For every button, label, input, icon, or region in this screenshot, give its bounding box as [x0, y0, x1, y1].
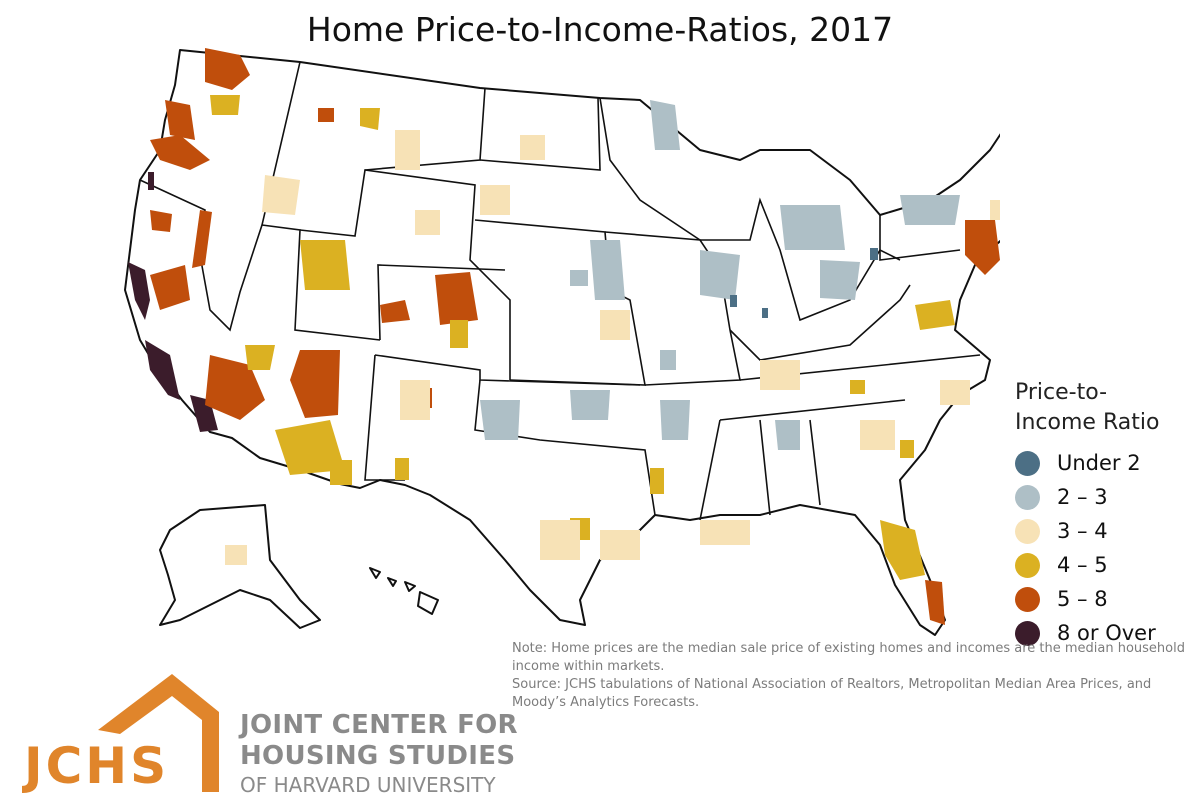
legend-item-5-8: 5 – 8 — [1015, 582, 1195, 616]
legend-swatch — [1015, 620, 1040, 646]
legend-item-under-2: Under 2 — [1015, 446, 1195, 480]
legend-swatch — [1015, 450, 1040, 476]
metro-region — [700, 250, 740, 300]
metro-region — [700, 520, 750, 545]
metro-region — [600, 310, 630, 340]
metro-region — [650, 468, 664, 494]
org-line2: HOUSING STUDIES — [240, 741, 516, 771]
legend-label: 3 – 4 — [1057, 519, 1108, 543]
legend-title-line2: Income Ratio — [1015, 410, 1160, 435]
metro-region — [275, 420, 345, 475]
metro-region — [262, 175, 300, 215]
metro-region — [660, 350, 676, 370]
legend: Price-to- Income Ratio Under 2 2 – 3 3 –… — [1015, 378, 1195, 650]
legend-item-4-5: 4 – 5 — [1015, 548, 1195, 582]
logo-mark: JCHS — [22, 737, 169, 795]
org-line1: JOINT CENTER FOR — [240, 710, 518, 740]
metro-region — [880, 520, 925, 580]
org-line3: OF HARVARD UNIVERSITY — [240, 773, 496, 797]
legend-label: Under 2 — [1057, 451, 1141, 475]
metro-region — [205, 355, 265, 420]
metro-region — [915, 300, 955, 330]
alaska-outline — [159, 504, 321, 629]
metro-region — [900, 195, 960, 225]
legend-swatch — [1015, 484, 1040, 510]
metro-region — [330, 460, 352, 485]
legend-label: 8 or Over — [1057, 621, 1156, 645]
metro-areas — [128, 48, 1000, 625]
metro-region — [730, 295, 737, 307]
legend-swatch — [1015, 518, 1040, 544]
metro-region — [300, 240, 350, 290]
metro-region — [145, 340, 180, 400]
metro-region — [150, 265, 190, 310]
legend-title-line1: Price-to- — [1015, 380, 1108, 405]
metro-region — [360, 108, 380, 130]
metro-region — [225, 545, 247, 565]
organization-name: JOINT CENTER FOR HOUSING STUDIES OF HARV… — [240, 710, 518, 798]
metro-region — [570, 270, 588, 286]
source-text: Source: JCHS tabulations of National Ass… — [512, 677, 1152, 710]
metro-region — [480, 185, 510, 215]
metro-region — [660, 400, 690, 440]
jchs-house-logo-icon: JCHS — [22, 674, 219, 795]
source-notes: Note: Home prices are the median sale pr… — [512, 640, 1192, 712]
metro-region — [600, 530, 640, 560]
metro-region — [762, 308, 768, 318]
metro-region — [245, 345, 275, 370]
metro-region — [925, 580, 945, 625]
metro-region — [148, 172, 154, 190]
metro-region — [192, 210, 212, 268]
hawaii-outline — [369, 567, 439, 615]
metro-region — [900, 440, 914, 458]
metro-region — [415, 210, 440, 235]
metro-region — [150, 135, 210, 170]
metro-region — [990, 200, 1000, 220]
legend-label: 4 – 5 — [1057, 553, 1108, 577]
metro-region — [540, 520, 580, 560]
metro-region — [480, 400, 520, 440]
legend-label: 2 – 3 — [1057, 485, 1108, 509]
metro-region — [760, 360, 800, 390]
legend-label: 5 – 8 — [1057, 587, 1108, 611]
state-outlines — [124, 49, 1000, 636]
note-text: Note: Home prices are the median sale pr… — [512, 641, 1185, 674]
conus-outline — [124, 49, 1000, 636]
metro-region — [290, 350, 340, 418]
metro-region — [150, 210, 172, 232]
legend-item-3-4: 3 – 4 — [1015, 514, 1195, 548]
metro-region — [850, 380, 865, 394]
metro-region — [395, 458, 409, 480]
metro-region — [395, 130, 420, 170]
metro-region — [318, 108, 334, 122]
metro-region — [450, 320, 468, 348]
metro-region — [520, 135, 545, 160]
metro-region — [380, 300, 410, 323]
metro-region — [940, 380, 970, 405]
metro-region — [210, 95, 240, 115]
legend-item-8-or-over: 8 or Over — [1015, 616, 1195, 650]
legend-title: Price-to- Income Ratio — [1015, 378, 1195, 438]
metro-region — [590, 240, 625, 300]
legend-swatch — [1015, 586, 1040, 612]
metro-region — [165, 100, 195, 140]
metro-region — [820, 260, 860, 300]
metro-region — [205, 48, 250, 90]
metro-region — [775, 420, 800, 450]
metro-region — [435, 272, 478, 325]
us-map — [124, 48, 1000, 636]
metro-region — [400, 380, 430, 420]
metro-region — [860, 420, 895, 450]
metro-region — [570, 390, 610, 420]
legend-swatch — [1015, 552, 1040, 578]
legend-item-2-3: 2 – 3 — [1015, 480, 1195, 514]
map-title: Home Price-to-Income-Ratios, 2017 — [306, 10, 894, 49]
metro-region — [965, 220, 1000, 275]
metro-region — [650, 100, 680, 150]
metro-region — [780, 205, 845, 250]
metro-region — [870, 248, 878, 260]
metro-region — [128, 262, 150, 320]
